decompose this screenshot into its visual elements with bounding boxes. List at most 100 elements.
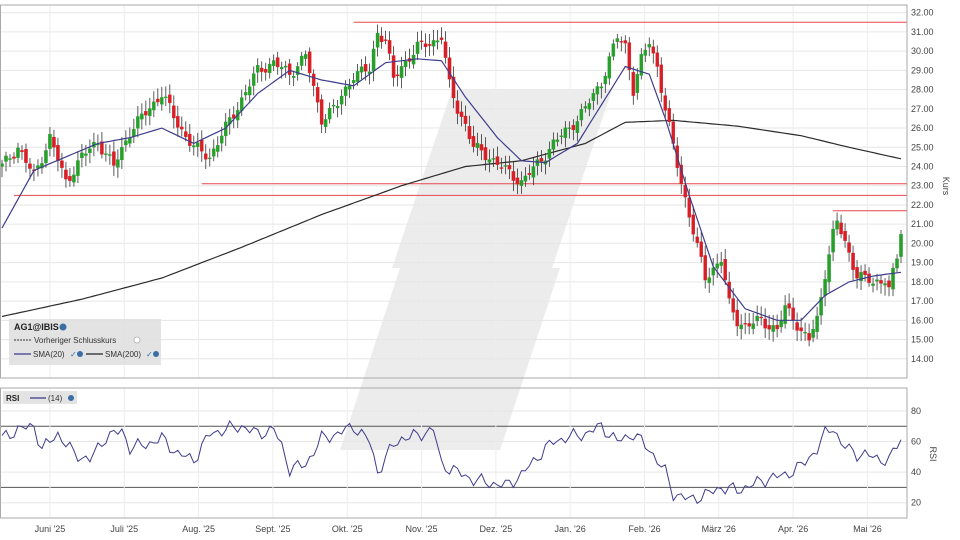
candle-up: [711, 267, 715, 276]
rsi-info-icon[interactable]: [68, 395, 74, 401]
rsi-tick-label: 20: [911, 498, 921, 508]
candle-down: [703, 255, 707, 281]
candle-up: [251, 73, 256, 86]
candle-down: [627, 42, 632, 70]
candle-down: [467, 126, 472, 140]
candle-down: [180, 126, 184, 130]
candle-down: [455, 100, 460, 114]
candle-down: [483, 147, 488, 161]
candle-down: [439, 37, 444, 40]
candle-up: [475, 142, 480, 148]
price-tick-label: 25.00: [911, 142, 934, 152]
candle-down: [663, 95, 668, 111]
candle-up: [583, 106, 588, 109]
candle-up: [803, 332, 807, 334]
candle-up: [487, 159, 492, 163]
candle-up: [327, 107, 332, 120]
candle-up: [271, 60, 276, 67]
price-tick-label: 14.00: [911, 354, 934, 364]
sma20-check-icon[interactable]: ✓: [70, 350, 77, 359]
candle-up: [212, 148, 216, 157]
candle-up: [88, 148, 92, 154]
sma200-info-icon[interactable]: [153, 351, 159, 357]
candle-down: [100, 141, 104, 155]
x-tick-label: Nov. '25: [405, 524, 437, 534]
candle-down: [459, 111, 464, 117]
legend-sma20: SMA(20): [33, 350, 65, 359]
candle-up: [771, 325, 775, 332]
candle-up: [160, 97, 164, 105]
legend-prev-close: Vorheriger Schlusskurs: [34, 336, 116, 345]
candle-up: [883, 283, 887, 286]
price-tick-label: 20.00: [911, 238, 934, 248]
candle-up: [399, 66, 404, 78]
candle-down: [667, 108, 672, 122]
sma20-info-icon[interactable]: [77, 351, 83, 357]
candle-up: [359, 66, 364, 73]
candle-down: [791, 307, 795, 321]
price-tick-label: 30.00: [911, 46, 934, 56]
price-tick-label: 27.00: [911, 104, 934, 114]
candle-down: [723, 259, 727, 281]
rsi-line-group: [1, 419, 902, 505]
candle-down: [423, 43, 428, 48]
candle-down: [60, 160, 64, 168]
candle-up: [599, 86, 604, 89]
candle-up: [755, 315, 759, 322]
candle-up: [140, 113, 144, 120]
candle-up: [355, 71, 360, 82]
candle-down: [463, 115, 468, 124]
rsi-axis-title: RSI: [928, 446, 938, 461]
candle-down: [507, 165, 512, 170]
candle-up: [831, 228, 835, 253]
info-icon[interactable]: [59, 323, 67, 331]
candle-down: [847, 242, 851, 253]
candle-up: [371, 48, 376, 72]
legend-sma200: SMA(200): [105, 350, 141, 359]
prev-close-toggle-icon[interactable]: [133, 336, 141, 344]
candle-up: [859, 272, 863, 282]
candle-up: [343, 86, 348, 96]
candle-up: [835, 220, 839, 230]
sma200-check-icon[interactable]: ✓: [146, 350, 153, 359]
candle-up: [48, 134, 52, 149]
candle-down: [683, 185, 687, 198]
candle-up: [779, 320, 783, 328]
candle-down: [795, 322, 799, 331]
candle-down: [471, 136, 476, 147]
candle-down: [855, 267, 859, 279]
candle-up: [299, 55, 304, 66]
candle-up: [267, 63, 272, 74]
candle-down: [427, 44, 432, 46]
candle-up: [575, 121, 580, 133]
candle-up: [339, 95, 344, 105]
candle-up: [815, 315, 819, 332]
candle-down: [619, 41, 624, 43]
candle-up: [403, 60, 408, 68]
candle-up: [16, 147, 20, 158]
price-tick-label: 15.00: [911, 335, 934, 345]
candle-down: [767, 325, 771, 330]
candle-up: [891, 267, 895, 290]
candle-up: [519, 180, 524, 186]
candle-up: [335, 106, 340, 109]
candle-up: [216, 145, 220, 152]
candle-up: [827, 254, 831, 283]
candle-down: [799, 327, 803, 332]
candle-up: [531, 166, 536, 178]
candle-down: [879, 280, 883, 284]
candle-up: [120, 147, 124, 161]
x-tick-label: Mai '26: [853, 524, 882, 534]
candle-up: [303, 54, 308, 59]
rsi-tick-label: 40: [911, 467, 921, 477]
candle-down: [231, 114, 236, 119]
candle-down: [735, 309, 739, 327]
candle-down: [24, 149, 28, 163]
candle-down: [451, 76, 456, 99]
x-tick-label: Okt. '25: [332, 524, 363, 534]
candle-down: [727, 281, 731, 299]
candle-down: [447, 57, 452, 80]
candle-down: [695, 236, 699, 243]
candle-up: [871, 283, 875, 286]
